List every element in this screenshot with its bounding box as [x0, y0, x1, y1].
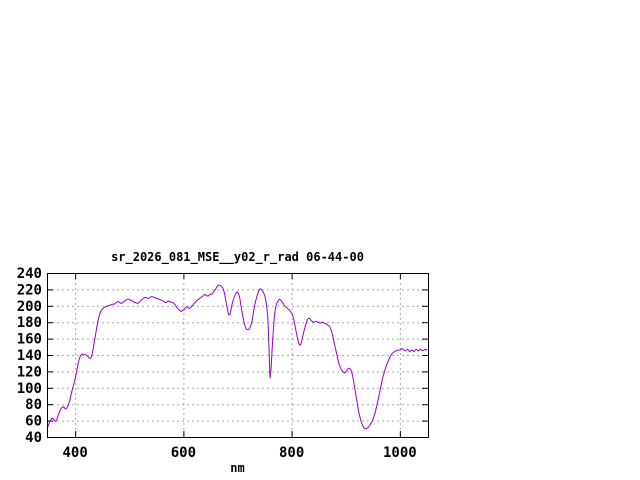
y-tick-label: 240 [17, 266, 42, 282]
y-tick-label: 100 [17, 381, 42, 397]
y-tick-label: 220 [17, 282, 42, 298]
chart-title: sr_2026_081_MSE__y02_r_rad 06-44-00 [111, 250, 364, 264]
y-tick-label: 120 [17, 364, 42, 380]
x-axis-label: nm [230, 461, 245, 475]
series-line-spectral_radiance [47, 284, 428, 430]
y-tick-label: 160 [17, 332, 42, 348]
x-tick-label: 800 [279, 445, 304, 461]
x-tick-label: 600 [171, 445, 196, 461]
y-tick-label: 40 [25, 430, 42, 446]
x-tick-label: 1000 [383, 445, 417, 461]
y-tick-label: 60 [25, 414, 42, 430]
y-tick-label: 80 [25, 397, 42, 413]
x-tick-label: 400 [62, 445, 87, 461]
y-tick-label: 200 [17, 299, 42, 315]
y-tick-label: 180 [17, 315, 42, 331]
y-tick-label: 140 [17, 348, 42, 364]
